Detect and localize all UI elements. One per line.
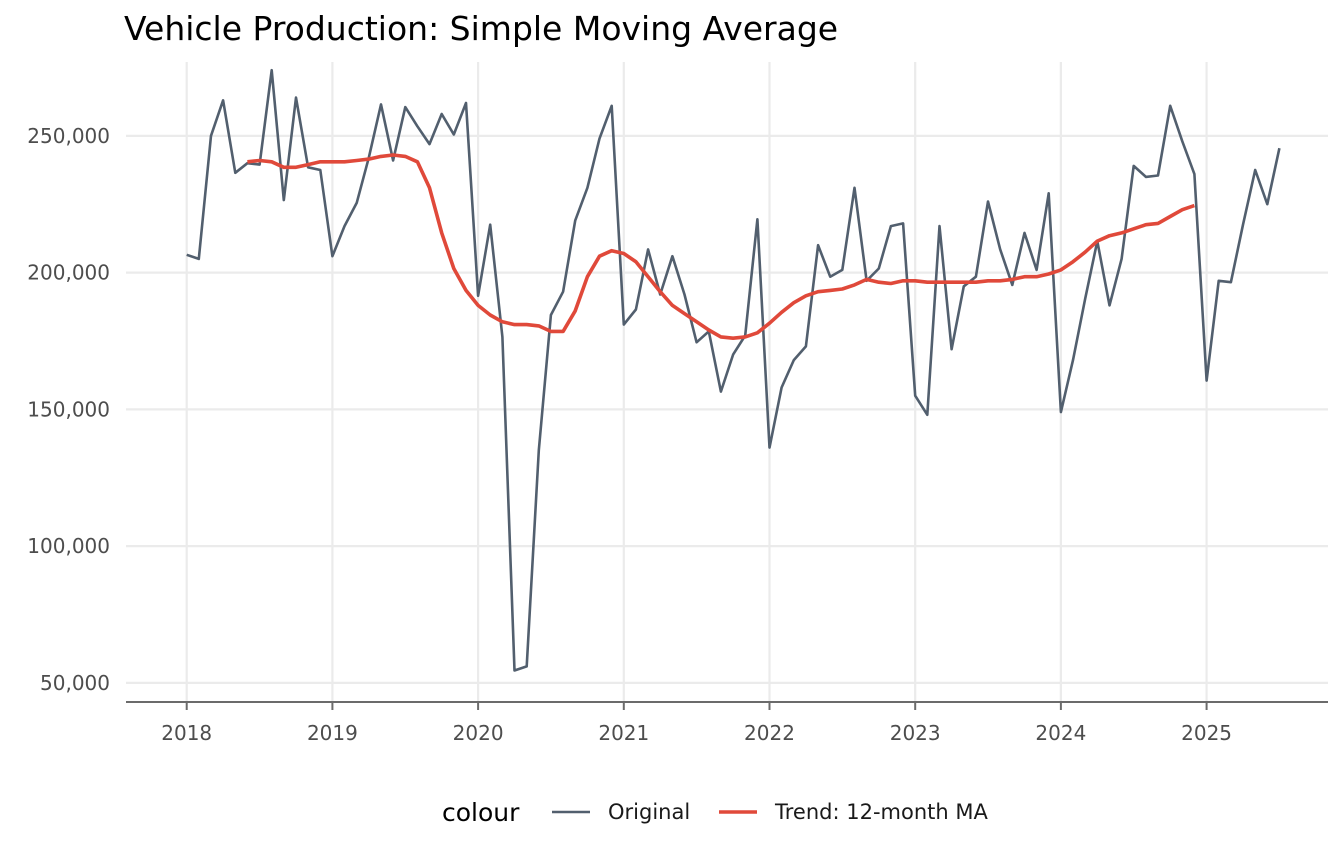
x-tick-label: 2021 bbox=[598, 721, 649, 745]
series-line-trend bbox=[247, 153, 1195, 341]
y-tick-label: 100,000 bbox=[27, 534, 110, 558]
legend-label-trend: Trend: 12-month MA bbox=[774, 800, 988, 824]
grid-layer bbox=[126, 62, 1328, 702]
legend-title: colour bbox=[442, 798, 520, 827]
x-tick-label: 2020 bbox=[453, 721, 504, 745]
legend: colour Original Trend: 12-month MA bbox=[442, 798, 988, 827]
chart-title: Vehicle Production: Simple Moving Averag… bbox=[124, 9, 838, 48]
series-layer bbox=[186, 68, 1281, 672]
x-tick-label: 2024 bbox=[1035, 721, 1086, 745]
axis-layer: 50,000 100,000 150,000 200,000 250,000 2018 20… bbox=[27, 124, 1328, 745]
x-tick-label: 2025 bbox=[1181, 721, 1232, 745]
y-tick-label: 50,000 bbox=[40, 671, 110, 695]
x-tick-label: 2022 bbox=[744, 721, 795, 745]
x-tick-label: 2018 bbox=[161, 721, 212, 745]
y-tick-label: 200,000 bbox=[27, 261, 110, 285]
x-tick-label: 2019 bbox=[307, 721, 358, 745]
y-tick-label: 250,000 bbox=[27, 124, 110, 148]
legend-label-original: Original bbox=[608, 800, 690, 824]
x-tick-label: 2023 bbox=[890, 721, 941, 745]
legend-items: Original Trend: 12-month MA bbox=[552, 800, 988, 824]
y-tick-label: 150,000 bbox=[27, 397, 110, 421]
